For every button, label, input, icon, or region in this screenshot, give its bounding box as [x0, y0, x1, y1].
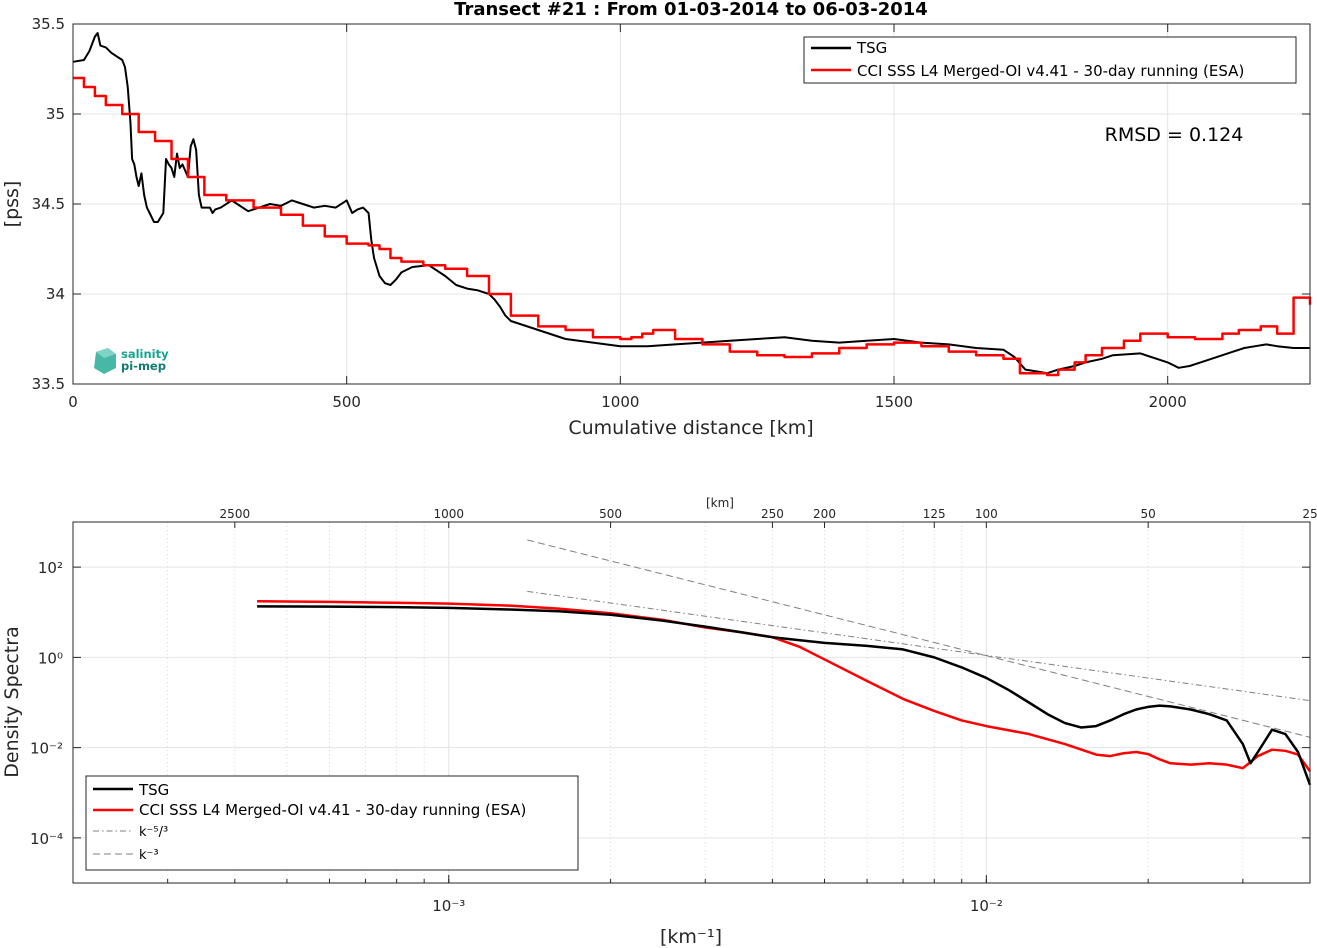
top-legend-cci-label: CCI SSS L4 Merged-OI v4.41 - 30-day runn… — [857, 62, 1244, 80]
bottom-legend-tsg-label: TSG — [138, 781, 169, 799]
bottom-legend-k53-label: k⁻⁵/³ — [139, 825, 168, 840]
top-x-tick-label: 500 — [332, 393, 361, 411]
top-y-tick-label: 34.5 — [32, 195, 65, 213]
bottom-k53-line — [527, 590, 1311, 702]
top-x-axis-label: Cumulative distance [km] — [568, 417, 813, 439]
bottom-y-tick-label: 10⁻⁴ — [30, 830, 63, 848]
top-grid — [73, 24, 1310, 384]
top-ticks: 0 500 1000 1500 2000 33.5 34 34.5 35 35.5 — [32, 15, 1310, 411]
bottom-top-tick-label: 2500 — [220, 507, 251, 521]
bottom-y-tick-label: 10⁻² — [30, 740, 63, 758]
bottom-top-tick-label: 100 — [975, 507, 998, 521]
salinity-transect-chart: Transect #21 : From 01-03-2014 to 06-03-… — [1, 0, 1312, 439]
bottom-x-axis-label: [km⁻¹] — [660, 926, 722, 948]
bottom-y-axis-label: Density Spectra — [1, 626, 23, 777]
salinity-pi-mep-logo: salinity pi-mep — [94, 347, 169, 374]
bottom-y-tick-label: 10² — [38, 559, 63, 577]
top-x-tick-label: 1500 — [875, 393, 913, 411]
logo-line1: salinity — [121, 347, 169, 361]
bottom-plot-frame — [72, 521, 1311, 884]
bottom-legend-k3-label: k⁻³ — [139, 848, 159, 863]
bottom-top-tick-label: 125 — [923, 507, 946, 521]
bottom-grid — [72, 522, 1311, 883]
density-spectra-chart: 10⁻⁴ 10⁻² 10⁰ 10² 10⁻³ 10⁻² 2500 1000 500 250 200 1… — [1, 496, 1317, 948]
top-y-tick-label: 35 — [46, 105, 65, 123]
top-km-axis-label: [km] — [706, 496, 734, 510]
top-series-group — [72, 32, 1312, 377]
bottom-top-tick-label: 25 — [1302, 507, 1317, 521]
top-legend-tsg-label: TSG — [856, 39, 887, 57]
top-y-tick-label: 34 — [46, 285, 65, 303]
top-y-tick-label: 35.5 — [32, 15, 65, 33]
top-cci-line — [73, 76, 1312, 377]
bottom-top-tick-label: 1000 — [433, 507, 464, 521]
top-y-tick-label: 33.5 — [32, 375, 65, 393]
bottom-top-tick-label: 50 — [1141, 507, 1156, 521]
top-legend: TSG CCI SSS L4 Merged-OI v4.41 - 30-day … — [803, 36, 1297, 84]
bottom-legend-cci-label: CCI SSS L4 Merged-OI v4.41 - 30-day runn… — [139, 801, 526, 819]
bottom-legend-box — [85, 775, 579, 871]
bottom-ticks: 10⁻⁴ 10⁻² 10⁰ 10² 10⁻³ 10⁻² 2500 1000 500 250 200 1… — [30, 507, 1317, 915]
top-x-tick-label: 1000 — [601, 393, 639, 411]
bottom-top-tick-label: 500 — [599, 507, 622, 521]
bottom-cci-line — [257, 600, 1312, 772]
logo-line2: pi-mep — [121, 359, 166, 373]
bottom-x-tick-label: 10⁻³ — [432, 897, 465, 915]
bottom-k3-line — [527, 539, 1311, 738]
bottom-top-tick-label: 250 — [761, 507, 784, 521]
logo-cube-top-icon — [96, 348, 116, 358]
top-tsg-line — [72, 32, 1310, 375]
bottom-y-tick-label: 10⁰ — [38, 649, 63, 667]
chart-title: Transect #21 : From 01-03-2014 to 06-03-… — [454, 0, 928, 20]
top-x-tick-label: 2000 — [1149, 393, 1187, 411]
bottom-x-tick-label: 10⁻² — [970, 897, 1003, 915]
bottom-top-tick-label: 200 — [813, 507, 836, 521]
bottom-tsg-line — [257, 605, 1312, 786]
bottom-legend: TSG CCI SSS L4 Merged-OI v4.41 - 30-day … — [85, 775, 579, 871]
top-x-tick-label: 0 — [68, 393, 78, 411]
top-legend-box — [803, 36, 1297, 84]
top-y-axis-label: [pss] — [1, 181, 23, 228]
rmsd-annotation: RMSD = 0.124 — [1105, 124, 1244, 146]
bottom-series-group — [257, 539, 1312, 786]
